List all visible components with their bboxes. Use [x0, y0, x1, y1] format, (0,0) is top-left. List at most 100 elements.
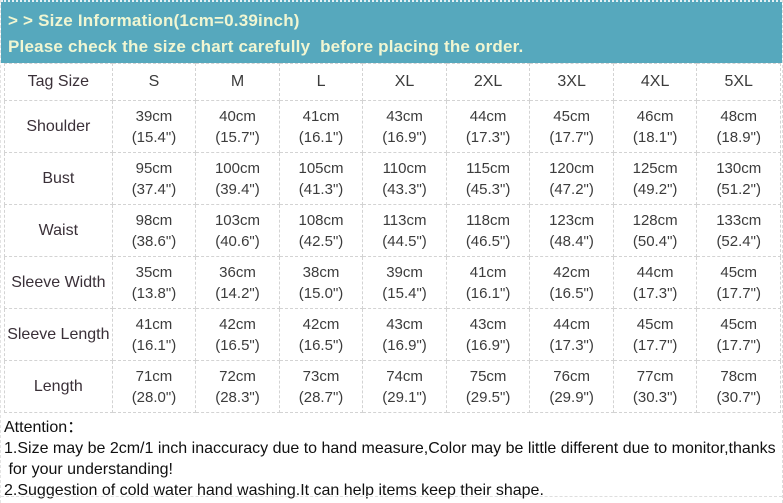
- cm-value: 73cm: [302, 367, 340, 385]
- measurement-cell: 42cm (16.5"): [529, 256, 614, 309]
- cm-value: 100cm: [214, 159, 260, 177]
- measurement-cell: 39cm (15.4"): [111, 100, 197, 153]
- row-label-cell: Sleeve Length: [4, 308, 113, 361]
- measurement-cell: 75cm (29.5"): [445, 360, 531, 413]
- table-row: Bust 95cm (37.4") 100cm (39.4") 105cm (41.3") 1…: [4, 152, 781, 205]
- inch-value: (16.1"): [131, 336, 177, 354]
- inch-value: (28.0"): [131, 388, 177, 406]
- cm-value: 41cm: [469, 263, 507, 281]
- measurement-cell: 41cm (16.1"): [278, 100, 364, 153]
- inch-value: (14.2"): [215, 284, 260, 302]
- measurement-cell: 36cm (14.2"): [195, 256, 280, 309]
- measurement-cell: 41cm (16.1"): [111, 308, 197, 361]
- table-row: Shoulder 39cm (15.4") 40cm (15.7") 41cm (16.1"…: [4, 100, 781, 153]
- inch-value: (17.7"): [716, 336, 761, 354]
- cm-value: 120cm: [549, 159, 595, 177]
- measurement-cell: 113cm (44.5"): [362, 204, 447, 257]
- cm-value: 35cm: [135, 263, 173, 281]
- measurement-cell: 133cm (52.4"): [696, 204, 781, 257]
- measurement-cell: 38cm (15.0"): [278, 256, 364, 309]
- inch-value: (29.9"): [549, 388, 594, 406]
- table-row: Waist 98cm (38.6") 103cm (40.6") 108cm (42.5")…: [4, 204, 781, 257]
- inch-value: (15.4"): [382, 284, 427, 302]
- note-line-1: 1.Size may be 2cm/1 inch inaccuracy due …: [4, 440, 776, 457]
- table-row: Length 71cm (28.0") 72cm (28.3") 73cm (28.7") 7…: [4, 360, 781, 413]
- table-header-row: Tag Size S M L XL 2XL 3XL 4XL 5XL: [4, 63, 781, 101]
- cm-value: 105cm: [298, 159, 344, 177]
- measurement-cell: 77cm (30.3"): [612, 360, 698, 413]
- measurement-cell: 46cm (18.1"): [612, 100, 698, 153]
- measurement-cell: 39cm (15.4"): [362, 256, 447, 309]
- measurement-cell: 43cm (16.9"): [362, 100, 447, 153]
- cm-value: 42cm: [553, 263, 590, 281]
- measurement-cell: 45cm (17.7"): [612, 308, 698, 361]
- row-label-cell: Shoulder: [4, 100, 113, 153]
- inch-value: (16.9"): [465, 336, 511, 354]
- cm-value: 39cm: [135, 107, 173, 125]
- table-row: Sleeve Length 41cm (16.1") 42cm (16.5") 42cm (…: [4, 308, 781, 361]
- cm-value: 41cm: [135, 315, 173, 333]
- cm-value: 108cm: [298, 211, 344, 229]
- cm-value: 39cm: [386, 263, 423, 281]
- measurement-cell: 41cm (16.1"): [445, 256, 531, 309]
- size-table: Tag Size S M L XL 2XL 3XL 4XL 5XL Shoulder 39cm (15…: [4, 63, 781, 413]
- attention-notes: Attention： 1.Size may be 2cm/1 inch inac…: [1, 413, 782, 501]
- measurement-cell: 71cm (28.0"): [111, 360, 197, 413]
- cm-value: 42cm: [302, 315, 340, 333]
- measurement-cell: 100cm (39.4"): [195, 152, 280, 205]
- note-line-2: for your understanding!: [4, 461, 173, 478]
- measurement-cell: 123cm (48.4"): [529, 204, 614, 257]
- measurement-cell: 108cm (42.5"): [278, 204, 364, 257]
- cm-value: 123cm: [549, 211, 595, 229]
- measurement-cell: 43cm (16.9"): [362, 308, 447, 361]
- size-column-header: M: [195, 63, 280, 101]
- size-table-body: Tag Size S M L XL 2XL 3XL 4XL 5XL Shoulder 39cm (15…: [4, 63, 781, 413]
- inch-value: (46.5"): [465, 232, 511, 250]
- cm-value: 98cm: [135, 211, 173, 229]
- inch-value: (17.3"): [632, 284, 678, 302]
- inch-value: (50.4"): [632, 232, 678, 250]
- inch-value: (16.9"): [382, 128, 427, 146]
- tag-size-header-cell: Tag Size: [4, 63, 113, 101]
- inch-value: (16.9"): [382, 336, 427, 354]
- inch-value: (16.1"): [298, 128, 344, 146]
- measurement-cell: 130cm (51.2"): [696, 152, 781, 205]
- inch-value: (16.1"): [465, 284, 511, 302]
- measurement-cell: 44cm (17.3"): [612, 256, 698, 309]
- measurement-cell: 40cm (15.7"): [195, 100, 280, 153]
- cm-value: 43cm: [386, 315, 423, 333]
- cm-value: 40cm: [219, 107, 256, 125]
- cm-value: 45cm: [720, 263, 758, 281]
- measurement-cell: 76cm (29.9"): [529, 360, 614, 413]
- inch-value: (51.2"): [716, 180, 761, 198]
- cm-value: 45cm: [720, 315, 758, 333]
- cm-value: 43cm: [386, 107, 423, 125]
- cm-value: 38cm: [302, 263, 340, 281]
- cm-value: 125cm: [632, 159, 678, 177]
- inch-value: (17.7"): [632, 336, 678, 354]
- cm-value: 46cm: [636, 107, 674, 125]
- row-label-cell: Waist: [4, 204, 113, 257]
- inch-value: (49.2"): [632, 180, 678, 198]
- inch-value: (52.4"): [716, 232, 761, 250]
- cm-value: 45cm: [553, 107, 590, 125]
- measurement-cell: 42cm (16.5"): [195, 308, 280, 361]
- inch-value: (17.3"): [549, 336, 594, 354]
- inch-value: (17.3"): [465, 128, 511, 146]
- banner-title: > > Size Information(1cm=0.39inch): [8, 11, 300, 30]
- inch-value: (17.7"): [716, 284, 761, 302]
- inch-value: (37.4"): [131, 180, 177, 198]
- measurement-cell: 45cm (17.7"): [529, 100, 614, 153]
- measurement-cell: 78cm (30.7"): [696, 360, 781, 413]
- banner-subtitle: Please check the size chart carefully be…: [8, 37, 524, 56]
- cm-value: 48cm: [720, 107, 758, 125]
- cm-value: 128cm: [632, 211, 678, 229]
- measurement-cell: 45cm (17.7"): [696, 308, 781, 361]
- cm-value: 43cm: [469, 315, 507, 333]
- measurement-cell: 98cm (38.6"): [111, 204, 197, 257]
- cm-value: 78cm: [720, 367, 758, 385]
- inch-value: (29.5"): [465, 388, 511, 406]
- cm-value: 118cm: [466, 211, 511, 229]
- inch-value: (38.6"): [131, 232, 177, 250]
